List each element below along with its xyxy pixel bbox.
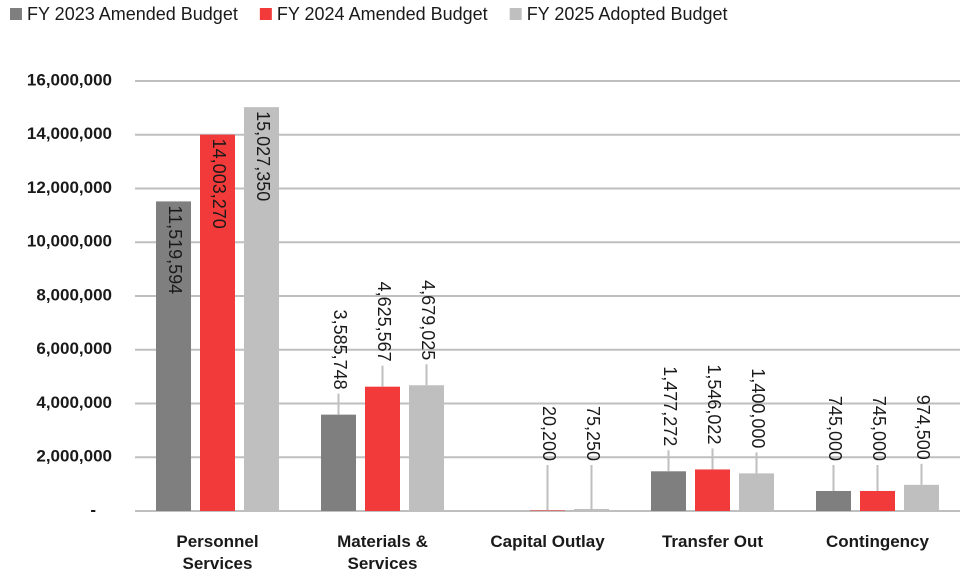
- bar: [739, 473, 774, 511]
- value-label: 11,519,594: [165, 205, 185, 294]
- y-tick-label: 6,000,000: [36, 339, 112, 358]
- value-label: 3,585,748: [330, 310, 350, 390]
- x-tick-label: Capital Outlay: [490, 532, 605, 551]
- value-label: 15,027,350: [253, 111, 273, 201]
- y-tick-label: -: [90, 500, 96, 519]
- value-label: 745,000: [869, 396, 889, 461]
- y-tick-label: 8,000,000: [36, 285, 112, 304]
- value-label: 14,003,270: [209, 139, 229, 229]
- y-tick-label: 14,000,000: [27, 124, 112, 143]
- bar: [321, 414, 356, 511]
- bar: [860, 490, 895, 511]
- value-label: 4,679,025: [418, 280, 438, 360]
- legend-swatch: [509, 8, 522, 20]
- value-label: 1,400,000: [748, 368, 768, 448]
- value-label: 1,546,022: [704, 364, 724, 444]
- value-label: 20,200: [539, 406, 559, 461]
- legend-swatch: [259, 8, 272, 20]
- value-label: 75,250: [583, 406, 603, 461]
- y-tick-label: 10,000,000: [27, 232, 112, 251]
- y-tick-label: 2,000,000: [36, 447, 112, 466]
- value-label: 1,477,272: [660, 366, 680, 446]
- bar: [244, 107, 279, 512]
- y-tick-label: 12,000,000: [27, 178, 112, 197]
- bar: [365, 386, 400, 511]
- legend-label: FY 2024 Amended Budget: [277, 4, 488, 24]
- x-tick-label: Contingency: [826, 532, 929, 551]
- x-tick-label: Personnel Services: [176, 532, 259, 573]
- bar: [574, 508, 609, 511]
- legend-label: FY 2023 Amended Budget: [27, 4, 238, 24]
- bar: [904, 484, 939, 511]
- bar: [156, 201, 191, 512]
- bar: [200, 134, 235, 512]
- bar: [409, 385, 444, 511]
- x-tick-label: Transfer Out: [661, 532, 764, 551]
- y-tick-label: 4,000,000: [36, 393, 112, 412]
- bar: [695, 469, 730, 511]
- value-label: 4,625,567: [374, 282, 394, 362]
- value-label: 974,500: [913, 395, 933, 460]
- value-label: 745,000: [825, 396, 845, 461]
- legend-swatch: [10, 8, 22, 20]
- bar: [651, 471, 686, 511]
- x-tick-label: Materials & Services: [337, 532, 428, 573]
- bar: [816, 490, 851, 511]
- legend-label: FY 2025 Adopted Budget: [527, 4, 728, 24]
- bar: [530, 510, 565, 511]
- y-tick-label: 16,000,000: [27, 70, 112, 89]
